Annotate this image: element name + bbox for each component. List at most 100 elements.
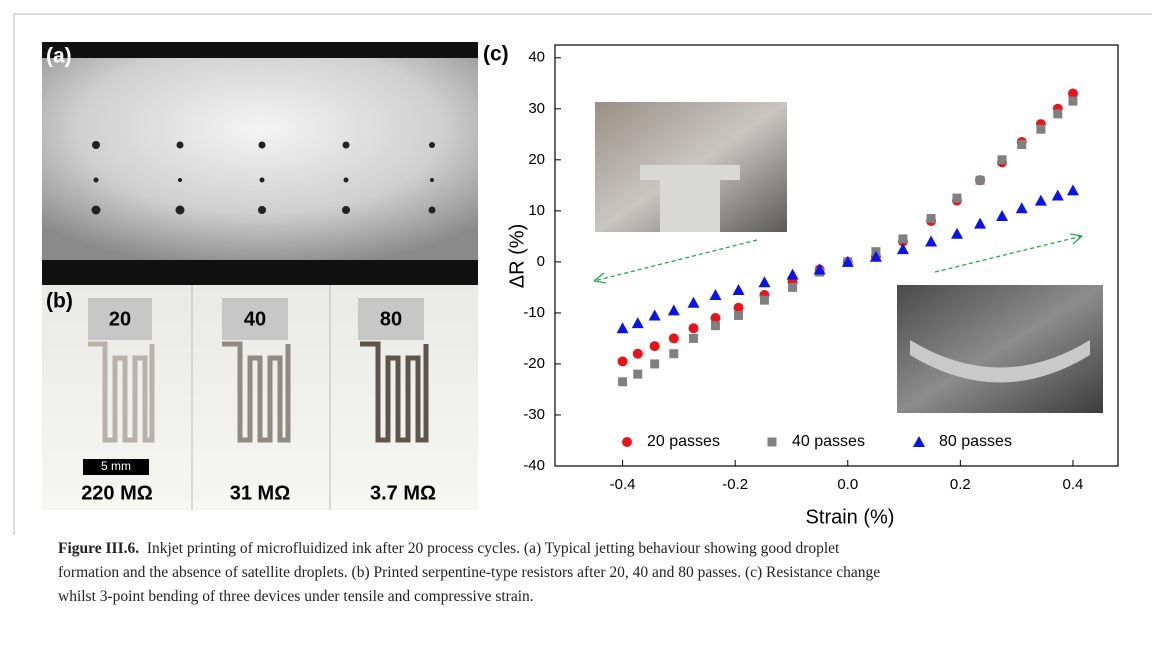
panel-label: (c) bbox=[483, 43, 509, 66]
point bbox=[974, 217, 987, 229]
point bbox=[952, 193, 962, 203]
point bbox=[688, 323, 699, 334]
point bbox=[1051, 189, 1064, 201]
point bbox=[759, 295, 769, 305]
legend-marker bbox=[913, 436, 925, 447]
point bbox=[687, 296, 700, 308]
point bbox=[950, 227, 963, 239]
point bbox=[616, 322, 629, 334]
caption-line: whilst 3-point bending of three devices … bbox=[58, 588, 534, 605]
point bbox=[633, 369, 643, 379]
figure: (a) 20 40 80 5 mm 220 MΩ 31 MΩ 3.7 MΩ (b… bbox=[13, 13, 1152, 535]
point bbox=[869, 250, 882, 262]
y-tick-label: 10 bbox=[528, 202, 545, 219]
legend-label: 40 passes bbox=[792, 433, 865, 450]
panel-label: (a) bbox=[46, 45, 72, 68]
y-tick-label: 40 bbox=[528, 49, 545, 66]
inset-photo bbox=[897, 285, 1103, 413]
legend-marker bbox=[767, 437, 777, 447]
point bbox=[1066, 184, 1079, 196]
scale-label: 5 mm bbox=[101, 459, 131, 473]
point bbox=[668, 333, 679, 344]
point bbox=[710, 321, 720, 331]
y-tick-label: 20 bbox=[528, 151, 545, 168]
scale-bar bbox=[83, 459, 149, 475]
point bbox=[618, 377, 628, 387]
point bbox=[732, 283, 745, 295]
plot-frame bbox=[554, 44, 1119, 467]
label-box bbox=[222, 298, 288, 340]
point bbox=[631, 317, 644, 329]
legend-label: 20 passes bbox=[647, 433, 720, 450]
x-tick-label: 0.0 bbox=[837, 476, 858, 493]
y-tick-label: -40 bbox=[523, 457, 545, 474]
point bbox=[1068, 96, 1078, 106]
pass-label: 20 bbox=[109, 308, 131, 330]
pass-label: 40 bbox=[244, 308, 266, 330]
point bbox=[1053, 109, 1063, 119]
point bbox=[1036, 124, 1046, 134]
frame bbox=[13, 13, 1152, 535]
point bbox=[997, 155, 1007, 165]
point bbox=[650, 359, 660, 369]
pass-label: 80 bbox=[380, 308, 402, 330]
point bbox=[710, 313, 721, 324]
arrow-head bbox=[593, 272, 607, 284]
point bbox=[898, 234, 908, 244]
point bbox=[734, 310, 744, 320]
x-tick-label: -0.2 bbox=[722, 476, 748, 493]
x-tick-label: 0.4 bbox=[1063, 476, 1084, 493]
resistance: 31 MΩ bbox=[230, 482, 291, 504]
point bbox=[841, 255, 854, 267]
resistors bbox=[88, 341, 429, 443]
arrow bbox=[934, 235, 1083, 273]
point bbox=[648, 309, 661, 321]
x-tick-label: 0.2 bbox=[950, 476, 971, 493]
resistance: 3.7 MΩ bbox=[370, 482, 436, 504]
point bbox=[786, 268, 799, 280]
point bbox=[667, 304, 680, 316]
caption-label: Figure III.6. bbox=[58, 540, 140, 557]
point bbox=[788, 282, 798, 292]
y-tick-label: 30 bbox=[528, 100, 545, 117]
point bbox=[1067, 88, 1078, 99]
point bbox=[688, 333, 698, 343]
point bbox=[813, 263, 826, 275]
droplets bbox=[91, 141, 436, 215]
arrow bbox=[593, 239, 758, 282]
point bbox=[896, 243, 909, 255]
inset-detail bbox=[910, 340, 1090, 383]
y-tick-label: -20 bbox=[523, 355, 545, 372]
arrow-head bbox=[1069, 233, 1083, 245]
caption-line: formation and the absence of satellite d… bbox=[58, 564, 881, 581]
y-tick-label: -30 bbox=[523, 406, 545, 423]
x-axis-label: Strain (%) bbox=[806, 506, 895, 528]
legend-marker bbox=[622, 437, 632, 447]
x-tick-label: -0.4 bbox=[610, 476, 636, 493]
caption-line: Figure III.6. Inkjet printing of microfl… bbox=[58, 540, 839, 558]
point bbox=[758, 276, 771, 288]
point bbox=[1017, 140, 1027, 150]
point bbox=[669, 349, 679, 359]
caption-text: Inkjet printing of microfluidized ink af… bbox=[146, 540, 840, 557]
resistance: 220 MΩ bbox=[81, 482, 153, 504]
legend-label: 80 passes bbox=[939, 433, 1012, 450]
point bbox=[1034, 194, 1047, 206]
label-box bbox=[88, 298, 152, 340]
point bbox=[632, 348, 643, 359]
y-axis-label: ΔR (%) bbox=[506, 224, 528, 288]
y-tick-label: -10 bbox=[523, 304, 545, 321]
point bbox=[975, 175, 985, 185]
point bbox=[709, 289, 722, 301]
point bbox=[996, 209, 1009, 221]
point bbox=[733, 302, 744, 313]
inset-detail bbox=[640, 165, 740, 232]
panel-label: (b) bbox=[46, 290, 73, 313]
point bbox=[1015, 202, 1028, 214]
point bbox=[926, 214, 936, 224]
y-tick-label: 0 bbox=[537, 253, 545, 270]
point bbox=[925, 235, 938, 247]
photo-a-field bbox=[42, 58, 478, 260]
point bbox=[617, 356, 628, 367]
